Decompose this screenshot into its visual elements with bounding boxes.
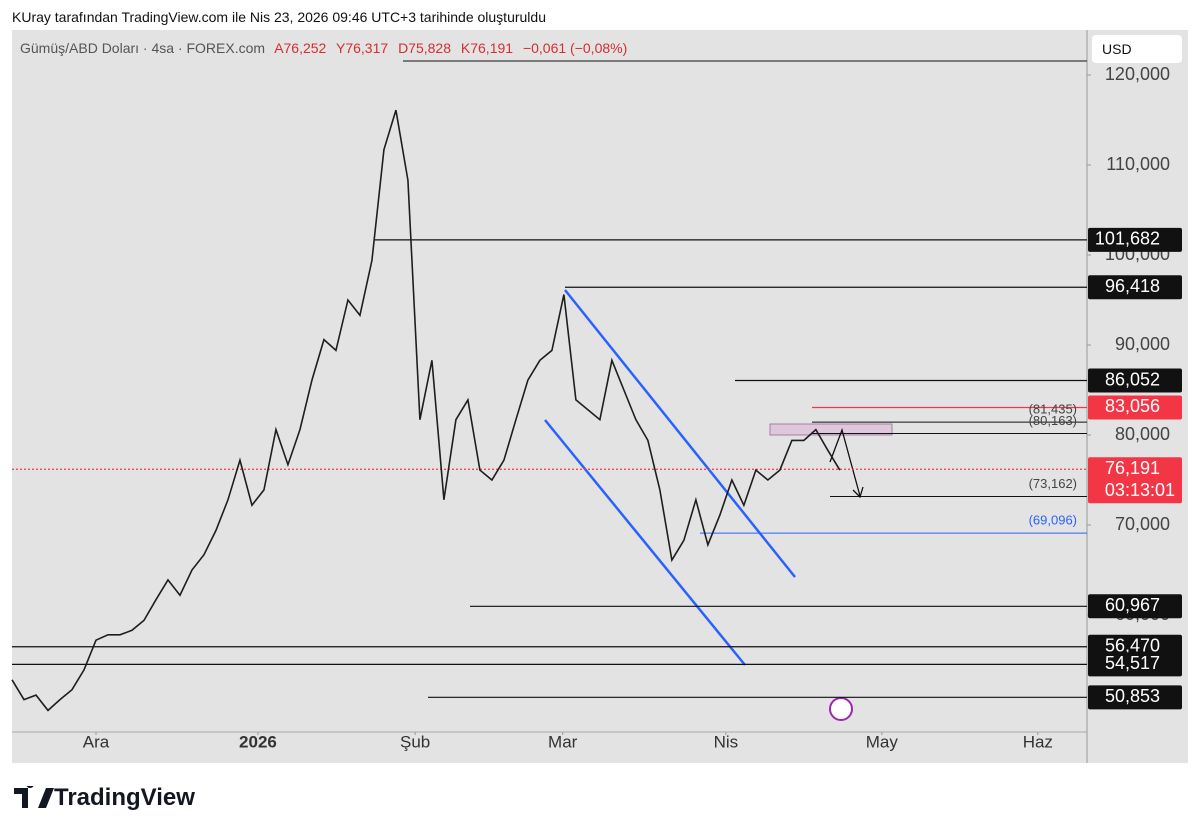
level-box [1088, 594, 1182, 619]
x-tick-label: 2026 [239, 732, 277, 751]
level-box [1088, 685, 1182, 710]
low: D75,828 [398, 40, 451, 56]
level-box [1088, 227, 1182, 252]
level-label: 101,682 [1095, 229, 1160, 249]
x-tick-label: Ara [83, 732, 110, 751]
channel-lower [544, 419, 746, 666]
high: Y76,317 [336, 40, 389, 56]
y-tick-label: 80,000 [1115, 424, 1170, 444]
annotation-label: (73,162) [1029, 476, 1077, 491]
symbol: Gümüş/ABD Doları · 4sa · FOREX.com [20, 40, 266, 56]
annotation-label: (69,096) [1029, 513, 1077, 528]
level-box [1088, 368, 1182, 393]
y-tick-label: 70,000 [1115, 514, 1170, 534]
logo-text: TradingView [54, 784, 195, 811]
logo-icon [14, 786, 54, 808]
level-label: 96,418 [1105, 276, 1160, 296]
level-label: 60,967 [1105, 595, 1160, 615]
x-tick-label: Nis [714, 732, 739, 751]
level-label: 56,470 [1105, 636, 1160, 656]
level-label: 50,853 [1105, 686, 1160, 706]
y-tick-label: 120,000 [1105, 64, 1170, 84]
zone-box [769, 423, 893, 436]
credit: KUray tarafından TradingView.com ile Nis… [12, 9, 546, 25]
y-tick-label: 110,000 [1106, 154, 1170, 174]
level-label: 54,517 [1105, 653, 1160, 673]
change: −0,061 (−0,08%) [522, 40, 628, 56]
level-box [1088, 652, 1182, 677]
currency-button[interactable]: USD [1092, 35, 1182, 63]
close: K76,191 [460, 40, 514, 56]
open: A76,252 [274, 40, 327, 56]
annotation-label: (81,435) [1029, 402, 1077, 417]
countdown: 03:13:01 [1105, 480, 1175, 500]
channel-upper [564, 289, 796, 578]
y-tick-label: 90,000 [1115, 334, 1170, 354]
projection-arrow [829, 427, 861, 497]
level-box [1088, 275, 1182, 300]
level-label: 83,056 [1105, 396, 1160, 416]
x-tick-label: Haz [1023, 732, 1053, 751]
level-label: 76,191 [1105, 458, 1160, 478]
x-tick-label: Şub [400, 732, 430, 751]
plot: 120,000110,000100,00090,00080,00070,0006… [11, 64, 1182, 751]
x-tick-label: May [866, 732, 899, 751]
annotation-label: (80,163) [1029, 413, 1077, 428]
symbol-line: Gümüş/ABD Doları · 4sa · FOREX.com A76,2… [20, 40, 633, 56]
price-line [11, 109, 841, 712]
level-label: 86,052 [1105, 369, 1160, 389]
chart-background [12, 30, 1188, 763]
x-tick-label: Mar [548, 732, 578, 751]
level-box [1088, 457, 1182, 504]
event-icon[interactable] [829, 697, 853, 721]
level-box [1088, 395, 1182, 420]
